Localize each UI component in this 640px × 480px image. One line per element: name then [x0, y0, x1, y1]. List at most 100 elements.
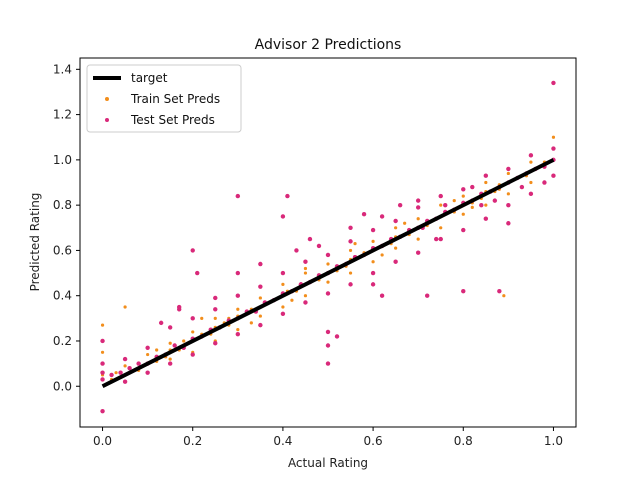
data-point [551, 80, 556, 86]
x-tick-label: 0.4 [273, 434, 292, 448]
data-point [146, 352, 150, 357]
data-point [528, 153, 534, 158]
data-point [235, 270, 241, 276]
data-point [506, 221, 511, 226]
data-point [529, 160, 533, 164]
data-point [348, 282, 353, 287]
data-point [167, 361, 173, 366]
data-point [307, 236, 313, 242]
data-point [100, 370, 105, 375]
data-point [461, 187, 466, 192]
data-point [326, 280, 330, 284]
data-point [348, 271, 353, 275]
data-point [439, 203, 443, 207]
data-point [461, 227, 466, 233]
data-point [506, 192, 510, 196]
data-point [281, 305, 285, 309]
data-point [452, 199, 456, 203]
data-point [379, 214, 385, 219]
data-point [280, 214, 286, 219]
data-point [326, 262, 330, 266]
legend-swatch-marker [105, 118, 109, 122]
data-point [118, 370, 123, 375]
data-point [416, 237, 420, 241]
data-point [213, 341, 218, 346]
data-point [258, 296, 262, 300]
data-point [258, 284, 263, 289]
data-point [438, 193, 443, 199]
data-point [168, 341, 172, 345]
data-point [415, 205, 421, 210]
data-point [190, 248, 195, 253]
y-tick-label: 0.8 [53, 198, 72, 212]
y-axis-label: Predicted Rating [28, 193, 42, 292]
x-tick-label: 1.0 [544, 434, 563, 448]
data-point [484, 180, 488, 185]
y-tick-label: 1.0 [53, 153, 72, 167]
data-point [483, 173, 489, 178]
x-tick-label: 0.2 [183, 434, 202, 448]
x-tick-label: 0.6 [364, 434, 383, 448]
legend-swatch-marker [105, 97, 109, 101]
data-point [236, 307, 240, 311]
data-point [461, 288, 466, 294]
data-point [303, 271, 308, 275]
data-point [370, 270, 376, 276]
data-point [249, 321, 253, 325]
data-point [348, 248, 353, 253]
plot-area [100, 80, 556, 414]
data-point [303, 266, 308, 271]
legend-label: target [131, 71, 168, 85]
data-point [461, 194, 465, 198]
data-point [280, 270, 286, 276]
data-point [100, 361, 105, 366]
data-point [483, 216, 489, 221]
data-point [136, 361, 141, 366]
data-point [502, 294, 506, 298]
data-point [100, 350, 105, 354]
data-point [551, 135, 556, 139]
data-point [258, 261, 263, 267]
data-point [425, 293, 430, 298]
data-point [195, 270, 200, 276]
data-point [236, 328, 240, 332]
data-point [294, 248, 299, 253]
data-point [370, 282, 376, 287]
data-point [235, 293, 241, 298]
data-point [190, 316, 195, 321]
data-point [316, 243, 322, 249]
data-point [325, 361, 331, 366]
data-point [303, 259, 308, 264]
data-point [443, 202, 448, 208]
data-point [172, 343, 177, 348]
data-point [114, 371, 118, 375]
data-point [122, 356, 128, 362]
legend-label: Test Set Preds [130, 113, 215, 127]
legend-label: Train Set Preds [130, 92, 220, 106]
data-point [258, 322, 263, 328]
data-point [145, 370, 150, 375]
data-point [325, 329, 331, 335]
data-point [528, 191, 534, 197]
data-point [100, 377, 105, 382]
data-point [506, 171, 510, 176]
data-point [182, 339, 186, 343]
data-point [370, 227, 376, 233]
data-point [479, 202, 484, 208]
data-point [334, 334, 340, 339]
data-point [100, 338, 105, 344]
legend-box [86, 64, 242, 133]
data-point [361, 212, 367, 217]
data-point [213, 295, 218, 301]
data-point [325, 291, 331, 296]
x-tick-label: 0.0 [93, 434, 112, 448]
data-point [416, 217, 420, 221]
data-point [290, 298, 294, 302]
data-point [353, 242, 357, 246]
data-point [145, 345, 150, 350]
data-point [415, 198, 421, 203]
data-point [123, 305, 127, 309]
data-point [461, 212, 465, 216]
data-point [280, 311, 286, 317]
